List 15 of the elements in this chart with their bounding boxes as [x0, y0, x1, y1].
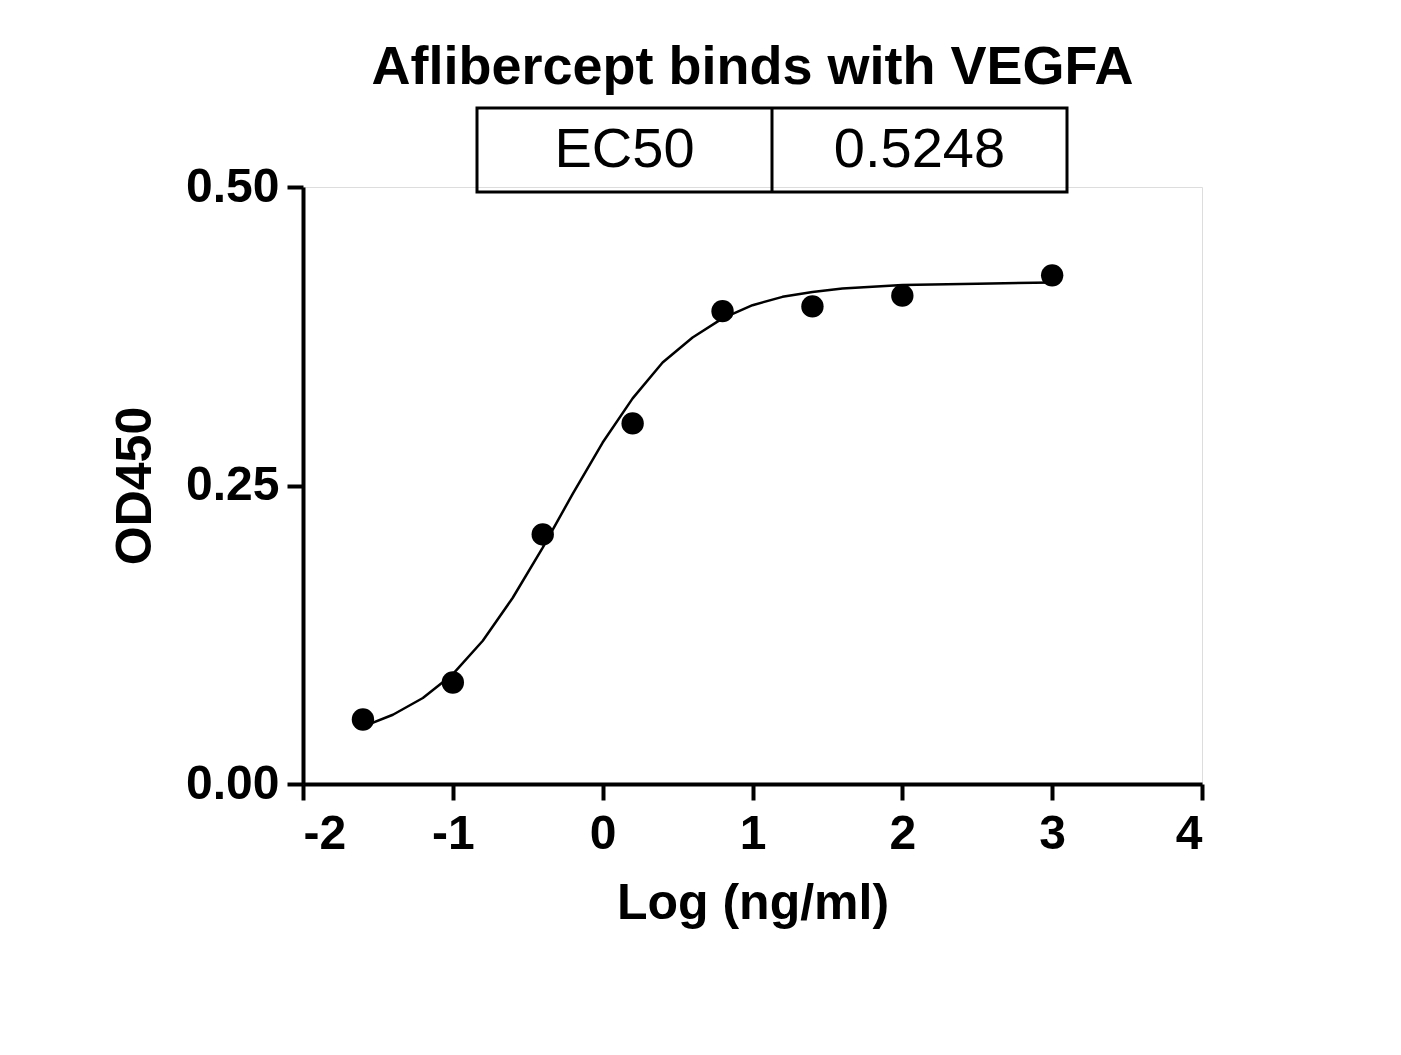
- x-tick-label: -2: [303, 805, 347, 859]
- y-tick-label: 0.50: [186, 158, 280, 212]
- x-tick-label: 0: [589, 805, 617, 859]
- x-tick-label: 2: [889, 805, 917, 859]
- x-axis-title: Log (ng/ml): [616, 873, 890, 930]
- x-tick-label: 3: [1039, 805, 1067, 859]
- y-tick-label: 0.00: [186, 755, 280, 809]
- x-tick-label: -1: [431, 805, 475, 859]
- text: 0.5248: [833, 116, 1006, 179]
- y-axis-title: OD450: [106, 406, 163, 566]
- text: EC50: [554, 116, 695, 179]
- chart-title: Aflibercept binds with VEGFA: [371, 34, 1134, 95]
- y-tick-label: 0.25: [186, 457, 280, 510]
- x-tick-label: 4: [1175, 805, 1203, 859]
- x-tick-label: 1: [739, 805, 767, 859]
